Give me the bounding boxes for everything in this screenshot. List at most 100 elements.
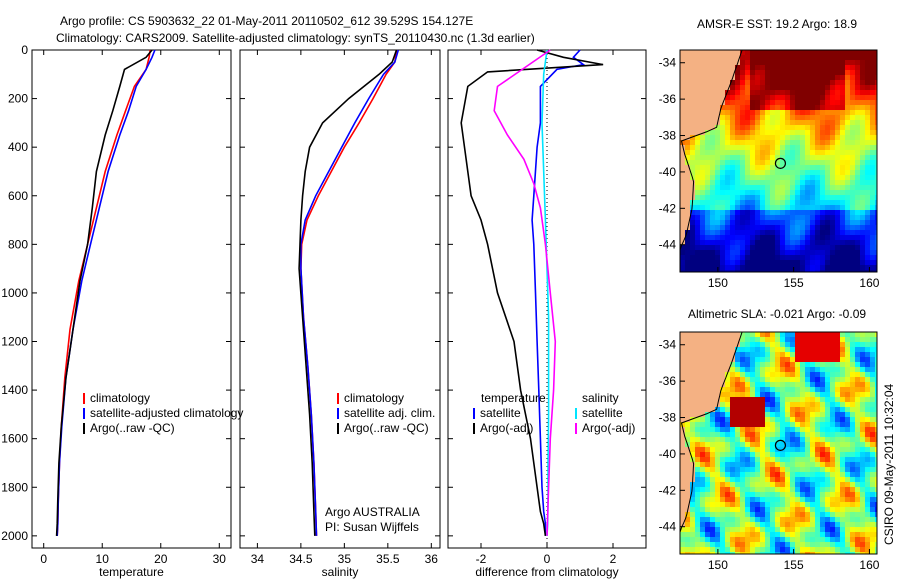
sla-map-ocean-cell: [740, 437, 746, 443]
sla-map-ocean-cell: [775, 342, 781, 348]
sla-map-ocean-cell: [745, 477, 751, 483]
sla-map-ocean-cell: [725, 542, 731, 548]
sst-map-ocean-cell: [845, 200, 851, 206]
sst-map-ocean-cell: [800, 190, 806, 196]
sla-map-ocean-cell: [730, 442, 736, 448]
sla-map-ocean-cell: [745, 442, 751, 448]
sst-map-ocean-cell: [815, 240, 821, 246]
sst-map-land-cell: [695, 70, 701, 76]
sst-map-ocean-cell: [830, 65, 836, 71]
sla-map-ocean-cell: [835, 477, 841, 483]
sst-map-ocean-cell: [865, 150, 871, 156]
sst-map-ocean-cell: [870, 205, 876, 211]
sla-map-ocean-cell: [870, 532, 876, 538]
sst-map-ocean-cell: [830, 145, 836, 151]
sla-map-land-cell: [715, 332, 721, 338]
sla-map-ocean-cell: [865, 482, 871, 488]
sst-map-ocean-cell: [790, 135, 796, 141]
sla-map-ocean-cell: [760, 372, 766, 378]
sst-map-land-cell: [680, 135, 686, 141]
sla-map-land-cell: [680, 412, 686, 418]
sst-map-ocean-cell: [870, 210, 876, 216]
sla-map-ocean-cell: [825, 337, 831, 343]
sst-map-ocean-cell: [830, 115, 836, 121]
sla-map-land-cell: [685, 357, 691, 363]
sla-map-land-cell: [680, 392, 686, 398]
sst-map-ocean-cell: [785, 170, 791, 176]
sla-map-ocean-cell: [765, 382, 771, 388]
sst-map-ocean-cell: [710, 135, 716, 141]
sla-map-ocean-cell: [755, 347, 761, 353]
sst-map-ocean-cell: [720, 245, 726, 251]
sla-map-ocean-cell: [845, 547, 851, 553]
sst-map-ocean-cell: [835, 205, 841, 211]
sla-map-ocean-cell: [790, 392, 796, 398]
sst-map-ocean-cell: [705, 165, 711, 171]
sla-map-ocean-cell: [790, 412, 796, 418]
sla-map-ocean-cell: [735, 462, 741, 468]
sst-map-ocean-cell: [855, 200, 861, 206]
sla-map-ocean-cell: [735, 427, 741, 433]
sst-map-ocean-cell: [790, 65, 796, 71]
sst-map-ocean-cell: [710, 185, 716, 191]
sla-map-ocean-cell: [760, 397, 766, 403]
sla-map-ocean-cell: [870, 512, 876, 518]
sla-map-ocean-cell: [825, 502, 831, 508]
sst-map-ocean-cell: [735, 65, 741, 71]
sla-map-ocean-cell: [780, 387, 786, 393]
sst-map-ocean-cell: [875, 220, 878, 226]
sst-map-ocean-cell: [860, 140, 866, 146]
sla-map-ocean-cell: [785, 392, 791, 398]
sla-map-ocean-cell: [805, 492, 811, 498]
sst-map-ocean-cell: [840, 200, 846, 206]
sst-map-land-cell: [710, 105, 716, 111]
salinity-series-argo-raw-qc-: [298, 49, 398, 536]
sst-map-ocean-cell: [725, 225, 731, 231]
sst-map-ocean-cell: [785, 105, 791, 111]
sla-map-ocean-cell: [810, 392, 816, 398]
sla-map-ocean-cell: [830, 492, 836, 498]
sst-map-ocean-cell: [845, 95, 851, 101]
sst-map-ocean-cell: [855, 265, 861, 271]
sst-map-ocean-cell: [815, 175, 821, 181]
sla-map-ocean-cell: [750, 497, 756, 503]
sst-map-ocean-cell: [735, 210, 741, 216]
sst-map-ocean-cell: [810, 155, 816, 161]
sla-map-ocean-cell: [735, 552, 741, 555]
pi-annotation: PI: Susan Wijffels: [325, 520, 419, 534]
sst-map-ocean-cell: [830, 195, 836, 201]
sst-map-ocean-cell: [805, 165, 811, 171]
sla-map-ocean-cell: [720, 527, 726, 533]
sla-map-ocean-cell: [860, 407, 866, 413]
sst-map-ocean-cell: [760, 190, 766, 196]
sla-map-land-cell: [685, 457, 691, 463]
sla-map-land-cell: [680, 387, 686, 393]
sst-map-ocean-cell: [795, 50, 801, 56]
sla-map-ocean-cell: [845, 367, 851, 373]
sst-map-ocean-cell: [715, 255, 721, 261]
sst-map-ocean-cell: [820, 210, 826, 216]
sla-map-ocean-cell: [705, 472, 711, 478]
temp-legend-climatology-label: climatology: [90, 391, 150, 405]
sst-map-ocean-cell: [835, 270, 841, 273]
sla-map-ocean-cell: [785, 542, 791, 548]
sst-map-ocean-cell: [765, 150, 771, 156]
sla-map-ocean-cell: [770, 357, 776, 363]
sla-map-ocean-cell: [780, 352, 786, 358]
sla-map-ocean-cell: [715, 412, 721, 418]
sla-map-ocean-cell: [875, 487, 878, 493]
sla-map-ocean-cell: [785, 397, 791, 403]
sla-map-ocean-cell: [745, 332, 751, 338]
sst-map-ocean-cell: [720, 225, 726, 231]
sla-map-land-cell: [725, 352, 731, 358]
sst-map-ocean-cell: [815, 250, 821, 256]
sst-map-ocean-cell: [805, 60, 811, 66]
sla-map-land-cell: [685, 452, 691, 458]
sla-map-land-cell: [690, 402, 696, 408]
sst-map-ocean-cell: [800, 240, 806, 246]
sst-map-ocean-cell: [790, 75, 796, 81]
sst-map-ocean-cell: [740, 255, 746, 261]
sst-map-ocean-cell: [775, 75, 781, 81]
sla-map-ocean-cell: [875, 457, 878, 463]
sla-map-ocean-cell: [795, 432, 801, 438]
